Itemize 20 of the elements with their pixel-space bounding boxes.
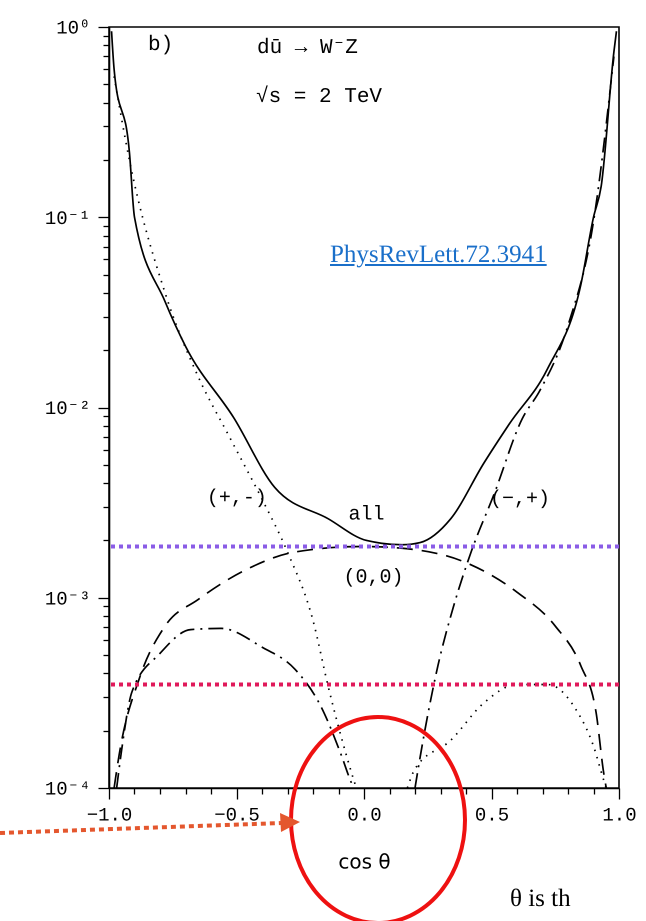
annotation: dū → W⁻Z	[257, 36, 358, 60]
y-tick-label: 10⁻²	[44, 398, 90, 420]
series-label: (0,0)	[343, 566, 404, 590]
y-tick-label: 10⁰	[56, 18, 90, 40]
y-tick-label: 10⁻¹	[44, 208, 90, 230]
y-tick-label: 10⁻³	[44, 588, 90, 610]
series-label: all	[348, 503, 385, 526]
text: θ is th	[510, 885, 571, 913]
x-tick-label: 0.0	[347, 804, 382, 826]
annotation: PhysRevLett.72.3941	[330, 241, 547, 269]
x-tick-label: −1.0	[86, 804, 132, 826]
x-axis-title: cos θ	[338, 850, 391, 874]
series-label: (+,-)	[206, 486, 267, 510]
annotation: b)	[148, 34, 174, 57]
x-tick-label: 0.5	[474, 804, 510, 826]
y-tick-label: 10⁻⁴	[44, 778, 90, 800]
x-tick-label: 1.0	[602, 804, 637, 826]
x-tick-label: −0.5	[214, 804, 260, 826]
annotation: √s = 2 TeV	[256, 86, 382, 109]
series-label: (−,+)	[490, 488, 550, 512]
